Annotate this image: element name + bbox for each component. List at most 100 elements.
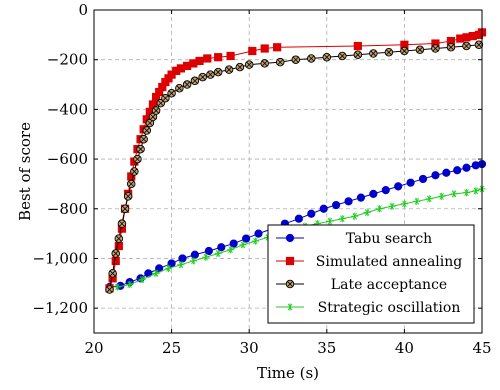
data-point <box>244 60 254 69</box>
y-tick-label: −600 <box>47 150 88 168</box>
marker-cross <box>199 74 206 81</box>
marker-cross <box>385 49 392 56</box>
data-point <box>450 190 458 198</box>
data-point <box>151 106 161 115</box>
legend-marker <box>285 233 295 243</box>
marker-cross <box>162 95 169 102</box>
data-point <box>130 167 139 176</box>
data-point <box>462 189 471 197</box>
marker-cross <box>215 69 222 76</box>
data-point <box>239 241 247 249</box>
legend-label: Strategic oscillation <box>318 300 461 316</box>
marker-cross <box>226 66 233 73</box>
data-point <box>294 214 303 223</box>
y-tick-label: −800 <box>47 200 88 218</box>
marker-cross <box>128 180 135 187</box>
data-point <box>307 54 316 63</box>
data-point <box>251 237 260 245</box>
data-point <box>111 256 120 266</box>
data-point <box>291 55 301 64</box>
data-point <box>319 204 328 213</box>
data-point <box>332 200 341 210</box>
marker-cross <box>176 85 183 92</box>
data-point <box>388 202 396 210</box>
marker-cross <box>146 120 153 127</box>
marker-cross <box>115 235 122 242</box>
marker-cross <box>447 44 454 51</box>
data-point <box>126 179 136 189</box>
data-point <box>142 126 152 135</box>
data-point <box>375 205 384 213</box>
marker-cross <box>137 146 144 153</box>
marker-cross <box>416 46 423 53</box>
data-point <box>182 80 192 89</box>
marker-cross <box>122 205 129 212</box>
data-point <box>273 43 282 52</box>
y-axis-label: Best of score <box>16 122 34 221</box>
data-point <box>338 51 347 61</box>
marker-cross <box>118 220 125 227</box>
data-point <box>472 187 480 195</box>
marker-cross <box>207 71 214 78</box>
marker-cross <box>131 168 138 175</box>
data-point <box>229 239 238 248</box>
data-point <box>260 44 269 53</box>
data-point <box>136 144 145 154</box>
data-point <box>363 208 371 217</box>
marker-cross <box>246 61 253 68</box>
data-point <box>235 62 245 72</box>
y-tick-label: −1,000 <box>32 249 88 267</box>
marker-cross <box>184 81 191 88</box>
marker-cross <box>292 56 299 63</box>
data-point <box>214 249 222 258</box>
x-tick-label: 45 <box>472 339 491 357</box>
data-point <box>307 209 316 218</box>
marker-cross <box>109 270 116 277</box>
data-point <box>394 182 403 191</box>
data-point <box>189 257 197 265</box>
legend-label: Late acceptance <box>331 277 447 293</box>
legend-marker <box>285 256 295 266</box>
x-tick-label: 40 <box>395 339 414 357</box>
data-point <box>431 44 440 53</box>
data-point <box>226 51 235 61</box>
data-point <box>462 41 471 51</box>
data-point <box>400 200 408 208</box>
marker-cross <box>157 100 164 107</box>
marker-cross <box>236 64 243 71</box>
marker-cross <box>339 52 346 59</box>
data-point <box>167 259 176 268</box>
data-point <box>123 192 133 201</box>
data-point <box>474 40 484 50</box>
x-tick-label: 20 <box>84 339 103 357</box>
data-point <box>178 254 187 263</box>
data-point <box>326 217 334 225</box>
data-point <box>353 50 363 59</box>
data-point <box>202 253 210 261</box>
legend-item: Tabu search <box>276 231 432 247</box>
marker-cross <box>261 60 268 67</box>
data-point <box>152 269 160 277</box>
data-point <box>438 192 446 200</box>
data-point <box>406 178 415 187</box>
marker-cross <box>191 77 198 84</box>
data-point <box>446 43 456 52</box>
y-tick-label: −1,200 <box>32 299 88 317</box>
marker-cross <box>463 43 470 50</box>
data-point <box>400 46 409 56</box>
data-point <box>139 134 148 144</box>
data-point <box>108 269 117 278</box>
data-point <box>164 264 173 272</box>
legend-item: Late acceptance <box>276 277 447 293</box>
data-point <box>418 174 428 184</box>
data-point <box>369 49 378 58</box>
marker-cross <box>143 127 150 134</box>
data-point <box>133 154 142 164</box>
data-point <box>148 112 158 122</box>
legend-item: Strategic oscillation <box>276 300 460 316</box>
data-point <box>381 186 390 195</box>
legend-marker <box>286 303 294 311</box>
data-point <box>198 72 207 82</box>
data-point <box>226 246 235 254</box>
